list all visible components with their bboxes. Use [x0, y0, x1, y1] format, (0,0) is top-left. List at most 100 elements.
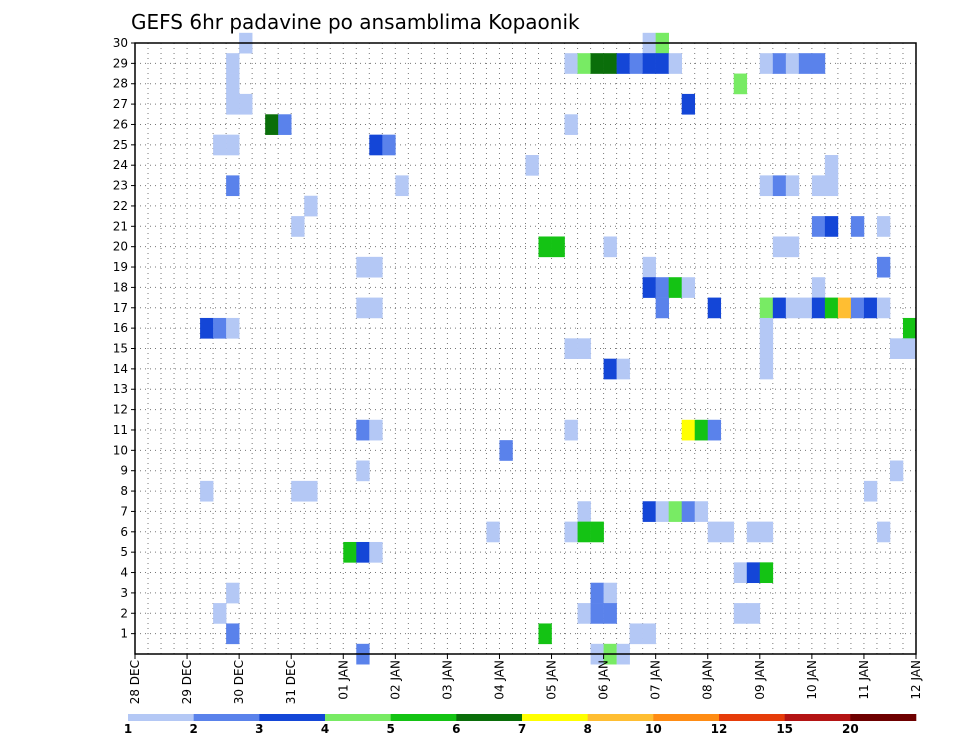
heatmap-cell [226, 582, 240, 604]
heatmap-cell [707, 521, 722, 543]
colorbar-label: 7 [518, 722, 526, 736]
heatmap-cell [486, 521, 500, 543]
heatmap-cell [590, 53, 604, 74]
x-tick-label: 01 JAN [336, 660, 350, 700]
x-tick-label: 02 JAN [388, 660, 402, 700]
colorbar-swatch [456, 714, 523, 721]
x-tick-label: 04 JAN [492, 660, 506, 700]
heatmap-cell [304, 195, 318, 217]
heatmap-cell [356, 256, 370, 278]
x-tick-label: 30 DEC [232, 660, 246, 704]
y-tick-label: 28 [113, 77, 128, 91]
heatmap-cell [538, 236, 552, 258]
heatmap-cell [642, 277, 656, 298]
heatmap-cell [811, 53, 826, 74]
colorbar-swatch [390, 714, 457, 721]
heatmap-cell [616, 358, 630, 380]
heatmap-cell [785, 175, 800, 197]
heatmap-cell [785, 297, 800, 319]
colorbar-label: 3 [255, 722, 263, 736]
y-tick-label: 10 [113, 443, 128, 457]
y-tick-label: 12 [113, 403, 128, 417]
y-tick-label: 23 [113, 179, 128, 193]
heatmap-cell [889, 460, 904, 482]
heatmap-cell [226, 317, 240, 339]
heatmap-cell [863, 297, 878, 319]
heatmap-cell [824, 216, 839, 237]
y-tick-label: 18 [113, 280, 128, 294]
colorbar-label: 5 [386, 722, 394, 736]
heatmap-cell [369, 419, 383, 441]
heatmap-cell [720, 521, 735, 543]
heatmap-cell [395, 175, 409, 197]
y-tick-label: 13 [113, 382, 128, 396]
heatmap-cell [655, 53, 669, 74]
heatmap-cell [876, 521, 891, 543]
heatmap-cell [876, 216, 891, 237]
heatmap-cell [694, 419, 709, 441]
x-tick-label: 07 JAN [649, 660, 663, 700]
heatmap-cell [889, 338, 904, 359]
heatmap-cell [200, 317, 214, 339]
heatmap-cell [590, 603, 604, 624]
heatmap-cell [213, 603, 227, 624]
heatmap-cell [759, 562, 774, 584]
y-tick-label: 5 [120, 545, 128, 559]
heatmap-cell [304, 480, 318, 502]
heatmap-cell [655, 277, 669, 298]
heatmap-cell [278, 114, 292, 135]
heatmap-cell [668, 53, 682, 74]
heatmap-cell [707, 297, 722, 319]
colorbar-swatch [325, 714, 391, 721]
heatmap-cell [356, 541, 370, 563]
heatmap-cell [642, 623, 656, 645]
heatmap-cell [226, 623, 240, 645]
heatmap-cell [226, 134, 240, 156]
heatmap-cell [733, 603, 748, 624]
heatmap-cell [811, 216, 826, 237]
heatmap-cell [759, 53, 774, 74]
heatmap-cell [369, 134, 383, 156]
heatmap-cell [226, 53, 240, 74]
heatmap-cell [811, 175, 826, 197]
x-tick-label: 28 DEC [128, 660, 142, 704]
heatmap-cell [291, 480, 305, 502]
heatmap-cell [824, 155, 839, 176]
heatmap-cell [850, 297, 865, 319]
heatmap-cell [668, 501, 682, 522]
y-tick-label: 19 [113, 260, 128, 274]
heatmap-cell [213, 317, 227, 339]
y-tick-label: 8 [120, 484, 128, 498]
colorbar-swatch [128, 714, 194, 721]
heatmap-cell [746, 562, 761, 584]
heatmap-cell [759, 358, 774, 380]
heatmap-cell [902, 338, 917, 359]
heatmap-cell [382, 134, 396, 156]
heatmap-cell [564, 53, 578, 74]
heatmap-cell [226, 175, 240, 197]
heatmap-cell [356, 297, 370, 319]
heatmap-cell [759, 175, 774, 197]
y-tick-label: 11 [113, 423, 128, 437]
heatmap-cell [369, 541, 383, 563]
heatmap-cell [564, 419, 578, 441]
heatmap-cell [356, 460, 370, 482]
heatmap-cell [759, 338, 774, 359]
heatmap-cell [603, 358, 617, 380]
x-tick-label: 11 JAN [857, 660, 871, 700]
y-tick-label: 25 [113, 138, 128, 152]
y-tick-label: 24 [113, 158, 128, 172]
heatmap-cell [577, 603, 591, 624]
colorbar-label: 10 [645, 722, 662, 736]
heatmap-cell [798, 297, 813, 319]
heatmap-cell [772, 175, 787, 197]
heatmap-cell [746, 603, 761, 624]
heatmap-cell [811, 277, 826, 298]
heatmap-cell [642, 501, 656, 522]
y-tick-label: 6 [120, 525, 128, 539]
heatmap-cell [876, 256, 891, 278]
heatmap-cell [694, 501, 709, 522]
heatmap-cell [369, 297, 383, 319]
y-tick-label: 15 [113, 342, 128, 356]
